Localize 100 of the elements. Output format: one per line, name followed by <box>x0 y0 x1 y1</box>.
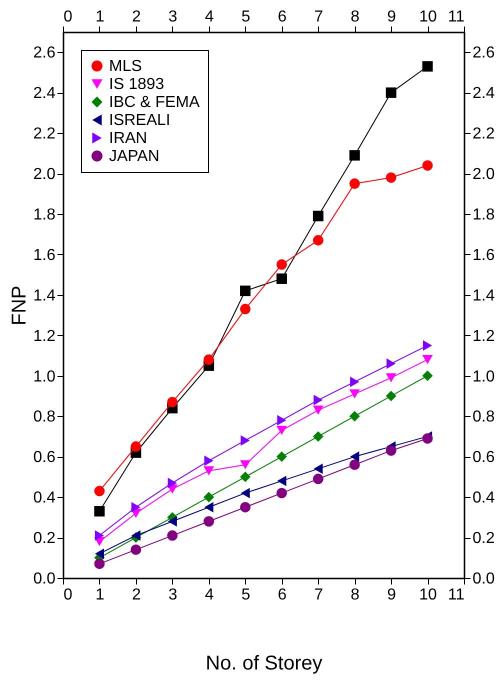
point <box>349 460 360 470</box>
point <box>240 472 251 482</box>
point <box>349 178 360 189</box>
y-axis-title: FNP <box>8 286 30 326</box>
point <box>349 150 360 161</box>
x2-tick-label: 5 <box>241 586 250 604</box>
point <box>276 451 287 462</box>
y2-tick-label: 2.0 <box>472 166 495 184</box>
point <box>240 502 251 512</box>
y-tick-label: 2.6 <box>33 44 56 62</box>
point <box>386 390 396 402</box>
y-tick-label: 1.4 <box>33 287 56 304</box>
x2-tick-label: 6 <box>278 586 287 604</box>
point <box>386 87 396 98</box>
y2-tick-label: 0.8 <box>472 408 495 426</box>
point <box>204 455 214 466</box>
point <box>204 354 214 365</box>
x2-tick-label: 2 <box>132 586 141 604</box>
legend-label: MLS <box>109 58 142 75</box>
point <box>314 394 323 406</box>
point <box>131 502 140 512</box>
x-tick-label: 4 <box>204 8 214 26</box>
x2-tick-label: 3 <box>168 586 178 604</box>
point <box>349 389 360 399</box>
y-tick-label: 0.0 <box>33 570 56 588</box>
y2-tick-label: 0.6 <box>472 449 495 466</box>
legend-label: IS 1893 <box>109 76 164 93</box>
x2-tick-label: 0 <box>64 586 72 604</box>
point <box>240 488 250 498</box>
x-tick-label: 10 <box>419 8 438 26</box>
point <box>167 530 178 541</box>
point <box>422 61 433 72</box>
y2-tick-label: 2.4 <box>472 85 495 102</box>
y-tick-label: 0.2 <box>33 530 56 548</box>
y-tick-label: 1.6 <box>33 246 56 264</box>
point <box>386 172 396 183</box>
y2-tick-label: 1.4 <box>472 287 495 304</box>
y-tick-label: 2.4 <box>33 85 56 102</box>
y-tick-label: 1.0 <box>33 368 56 386</box>
point <box>167 396 178 408</box>
x2-tick-label: 7 <box>314 586 324 604</box>
point <box>312 210 324 222</box>
point <box>312 235 324 246</box>
point <box>276 426 287 435</box>
x-tick-label: 3 <box>168 8 178 26</box>
y2-tick-label: 2.6 <box>472 44 495 62</box>
point <box>130 544 142 555</box>
point <box>204 516 214 527</box>
x-tick-label: 11 <box>448 8 465 26</box>
point <box>94 530 104 541</box>
x-axis-title: No. of Storey <box>206 652 322 674</box>
point <box>276 273 287 284</box>
y-tick-label: 1.2 <box>33 328 56 345</box>
x2-tick-label: 9 <box>387 586 396 604</box>
x-tick-label: 2 <box>132 8 141 26</box>
x2-tick-label: 8 <box>350 586 360 604</box>
y-tick-label: 2.2 <box>33 126 56 143</box>
legend-label: ISREALI <box>109 112 170 129</box>
y-tick-label: 0.8 <box>33 408 56 426</box>
x2-tick-label: 4 <box>204 586 214 604</box>
y-tick-label: 0.6 <box>33 449 56 466</box>
point <box>386 445 396 456</box>
y-tick-label: 1.8 <box>33 206 56 224</box>
point <box>276 259 287 270</box>
y2-tick-label: 1.6 <box>472 246 495 264</box>
point <box>168 478 177 488</box>
point <box>277 415 286 426</box>
point <box>276 488 287 498</box>
point <box>240 435 250 446</box>
point <box>312 474 324 484</box>
point <box>277 476 286 486</box>
legend-label: IRAN <box>109 130 148 147</box>
x-tick-label: 0 <box>64 8 72 26</box>
point <box>423 340 432 351</box>
x2-tick-label: 1 <box>96 586 104 604</box>
y2-tick-label: 2.2 <box>472 126 495 143</box>
point <box>130 441 142 452</box>
x2-tick-label: 11 <box>448 586 465 604</box>
y2-tick-label: 0.2 <box>472 530 495 548</box>
y2-tick-label: 1.0 <box>472 368 495 386</box>
legend-label: JAPAN <box>109 148 160 165</box>
point <box>422 160 433 171</box>
point <box>204 502 214 512</box>
point <box>386 358 396 369</box>
y2-tick-label: 0.4 <box>472 490 495 507</box>
point <box>204 466 214 476</box>
point <box>94 558 105 570</box>
point <box>422 355 433 364</box>
x-tick-label: 7 <box>314 8 324 26</box>
x2-tick-label: 10 <box>419 586 438 604</box>
legend-label: IBC & FEMA <box>109 94 200 111</box>
y2-tick-label: 1.2 <box>472 328 495 345</box>
point <box>422 370 433 382</box>
point <box>386 373 396 382</box>
point <box>349 410 360 422</box>
point <box>350 376 360 388</box>
point <box>350 451 360 462</box>
x-tick-label: 5 <box>241 8 250 26</box>
x-tick-label: 8 <box>350 8 360 26</box>
point <box>240 460 251 470</box>
